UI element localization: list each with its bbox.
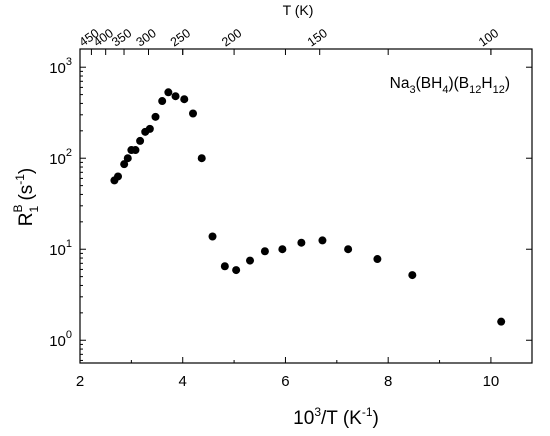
data-point	[232, 266, 241, 275]
annotation-text: (BH	[416, 75, 443, 92]
y-tick-label: 100	[49, 329, 72, 350]
data-point	[220, 262, 229, 271]
x-tick-label: 8	[384, 373, 392, 390]
top-axis-title: T (K)	[283, 2, 314, 18]
data-point	[114, 172, 123, 181]
plot-frame	[79, 48, 533, 364]
x-tick-label: 6	[281, 373, 289, 390]
annotation-subscript: 4	[442, 84, 448, 96]
data-point	[131, 146, 140, 155]
x-tick-label: 10	[483, 373, 500, 390]
annotation-text: H	[481, 75, 492, 92]
y-title-base: R	[16, 213, 37, 227]
y-title-sub: 1	[27, 206, 41, 213]
data-point	[318, 236, 327, 245]
y-tick-label: 102	[49, 147, 72, 168]
x-tick-label: 4	[179, 373, 187, 390]
annotation-subscript: 12	[493, 84, 505, 96]
data-point	[151, 112, 160, 121]
data-point	[136, 136, 145, 145]
top-tick-label: 150	[305, 26, 330, 49]
data-point	[164, 88, 173, 97]
data-point	[344, 245, 353, 254]
x-title-mid: /T (K	[321, 408, 362, 429]
data-point	[246, 256, 255, 265]
x-title-end: )	[373, 408, 379, 429]
y-tick-label: 103	[49, 56, 72, 77]
data-point	[197, 154, 206, 163]
data-point	[145, 124, 154, 133]
data-point	[123, 154, 132, 163]
data-point	[373, 255, 382, 264]
y-title-end: )	[16, 168, 37, 174]
annotation-text: Na	[390, 75, 410, 92]
y-tick-label: 101	[49, 238, 72, 259]
y-title-sup: B	[11, 205, 25, 213]
data-point	[408, 271, 417, 280]
data-point	[189, 109, 197, 118]
y-title-sup2: -1	[13, 174, 27, 185]
compound-annotation: Na3(BH4)(B12H12)	[390, 75, 510, 96]
annotation-text: )	[505, 75, 510, 92]
data-point	[158, 97, 167, 106]
x-axis: 2 4 6 8 10	[76, 49, 499, 390]
y-axis: 100 101 102 103	[49, 56, 532, 361]
data-point	[497, 317, 506, 326]
top-tick-label: 200	[219, 26, 244, 49]
annotation-text: )(B	[448, 75, 469, 92]
x-title-sup: 3	[314, 405, 321, 419]
y-title-mid: (s	[16, 185, 37, 206]
data-point	[180, 95, 189, 104]
top-tick-label: 250	[168, 26, 193, 49]
y-axis-title: RB 1 (s-1)	[11, 168, 41, 227]
top-tick-label: 300	[134, 26, 159, 49]
data-point	[171, 92, 180, 101]
top-tick-label: 350	[109, 26, 134, 49]
data-point	[297, 238, 306, 247]
annotation-subscript: 12	[469, 84, 481, 96]
x-axis-title: 103/T (K-1)	[293, 405, 379, 429]
data-points	[110, 88, 506, 326]
data-point	[208, 232, 217, 241]
annotation-subscript: 3	[410, 84, 416, 96]
data-point	[260, 247, 269, 256]
data-point	[120, 160, 129, 169]
top-tick-label: 100	[476, 26, 501, 49]
x-tick-label: 2	[76, 373, 84, 390]
data-point	[278, 245, 287, 254]
x-title-base: 10	[293, 408, 314, 429]
x-title-sup2: -1	[362, 405, 373, 419]
plot-border	[79, 48, 533, 364]
